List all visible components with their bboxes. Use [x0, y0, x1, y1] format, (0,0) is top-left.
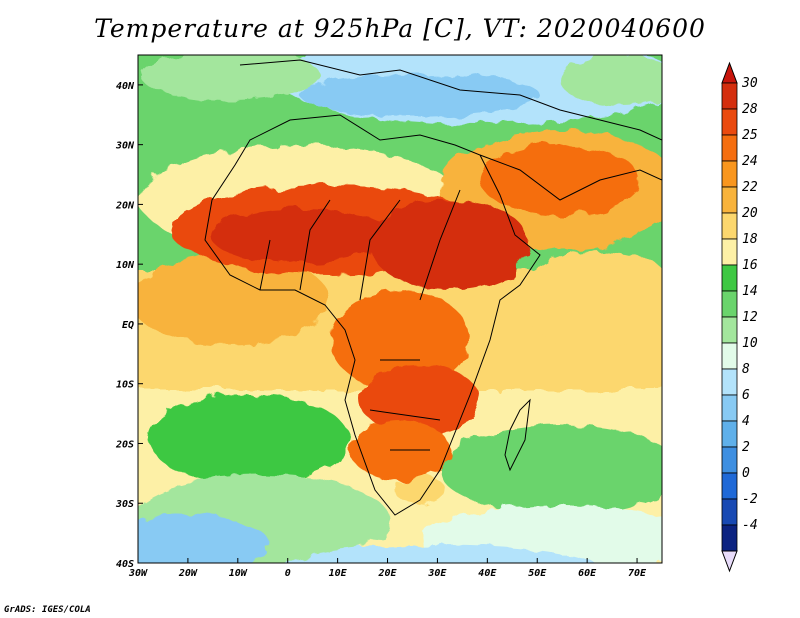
colorbar-swatch [721, 186, 738, 214]
colorbar-swatch [721, 264, 738, 292]
colorbar-swatch [721, 108, 738, 136]
colorbar-swatch [721, 524, 738, 552]
colorbar-label: 24 [742, 154, 758, 169]
temperature-field [138, 55, 662, 563]
colorbar-swatch [721, 290, 738, 318]
colorbar-label: 10 [742, 336, 758, 351]
lon-tick-label: 20W [178, 568, 198, 579]
colorbar-label: -4 [742, 518, 758, 533]
lon-tick-label: 30W [128, 568, 148, 579]
colorbar-label: 4 [742, 414, 750, 429]
colorbar-bottom-arrow [721, 550, 738, 573]
colorbar-label: 28 [742, 102, 758, 117]
lat-tick-label: 40S [116, 559, 134, 570]
lon-axis: 30W 20W 10W 0 10E 20E 30E 40E 50E 60E 70E [128, 558, 647, 579]
colorbar-swatch [721, 368, 738, 396]
colorbar-label: 18 [742, 232, 758, 247]
lat-tick-label: 30S [115, 499, 134, 510]
colorbar-label: 20 [742, 206, 758, 221]
lon-tick-label: 40E [478, 568, 497, 579]
colorbar-swatch [721, 134, 738, 162]
colorbar-label: 14 [742, 284, 758, 299]
colorbar-swatch [721, 316, 738, 344]
coastlines [204, 59, 662, 516]
lat-tick-label: 20N [115, 200, 135, 211]
colorbar-label: 12 [742, 310, 758, 325]
colorbar-swatch [721, 342, 738, 370]
colorbar-swatch [721, 420, 738, 448]
lon-tick-label: 20E [377, 568, 397, 579]
colorbar-label: 6 [742, 388, 750, 403]
lat-axis: 40N 30N 20N 10N EQ 10S 20S 30S 40S [115, 81, 143, 570]
colorbar-label: -2 [742, 492, 758, 507]
lat-tick-label: EQ [122, 320, 134, 331]
grads-credit: GrADS: IGES/COLA [4, 605, 91, 615]
colorbar-label: 30 [741, 76, 758, 91]
lat-tick-label: 20S [115, 439, 134, 450]
lon-tick-label: 70E [628, 568, 647, 579]
colorbar-label: 0 [742, 466, 750, 481]
colorbar-label: 22 [742, 180, 758, 195]
colorbar-swatch [721, 446, 738, 474]
chart-title: Temperature at 925hPa [C], VT: 202004060… [94, 14, 706, 43]
lon-tick-label: 60E [578, 568, 597, 579]
colorbar-label: 16 [742, 258, 758, 273]
colorbar-label: 2 [742, 440, 750, 455]
colorbar-label: 25 [742, 128, 758, 143]
lon-tick-label: 0 [285, 568, 291, 579]
colorbar-swatch [721, 394, 738, 422]
colorbar-top-arrow [721, 61, 738, 84]
lat-tick-label: 10N [116, 260, 135, 271]
lat-tick-label: 10S [116, 380, 134, 391]
colorbar-swatch [721, 238, 738, 266]
colorbar-swatch [721, 82, 738, 110]
colorbar-swatch [721, 472, 738, 500]
lon-tick-label: 30E [427, 568, 447, 579]
colorbar-label: 8 [742, 362, 750, 377]
lon-tick-label: 10E [329, 568, 348, 579]
colorbar-swatch [721, 498, 738, 526]
map-frame [137, 54, 663, 564]
lat-tick-label: 40N [116, 81, 135, 92]
lat-tick-label: 30N [115, 141, 135, 152]
lon-tick-label: 50E [528, 568, 547, 579]
colorbar-swatch [721, 160, 738, 188]
lon-tick-label: 10W [229, 568, 248, 579]
colorbar-swatch [721, 212, 738, 240]
